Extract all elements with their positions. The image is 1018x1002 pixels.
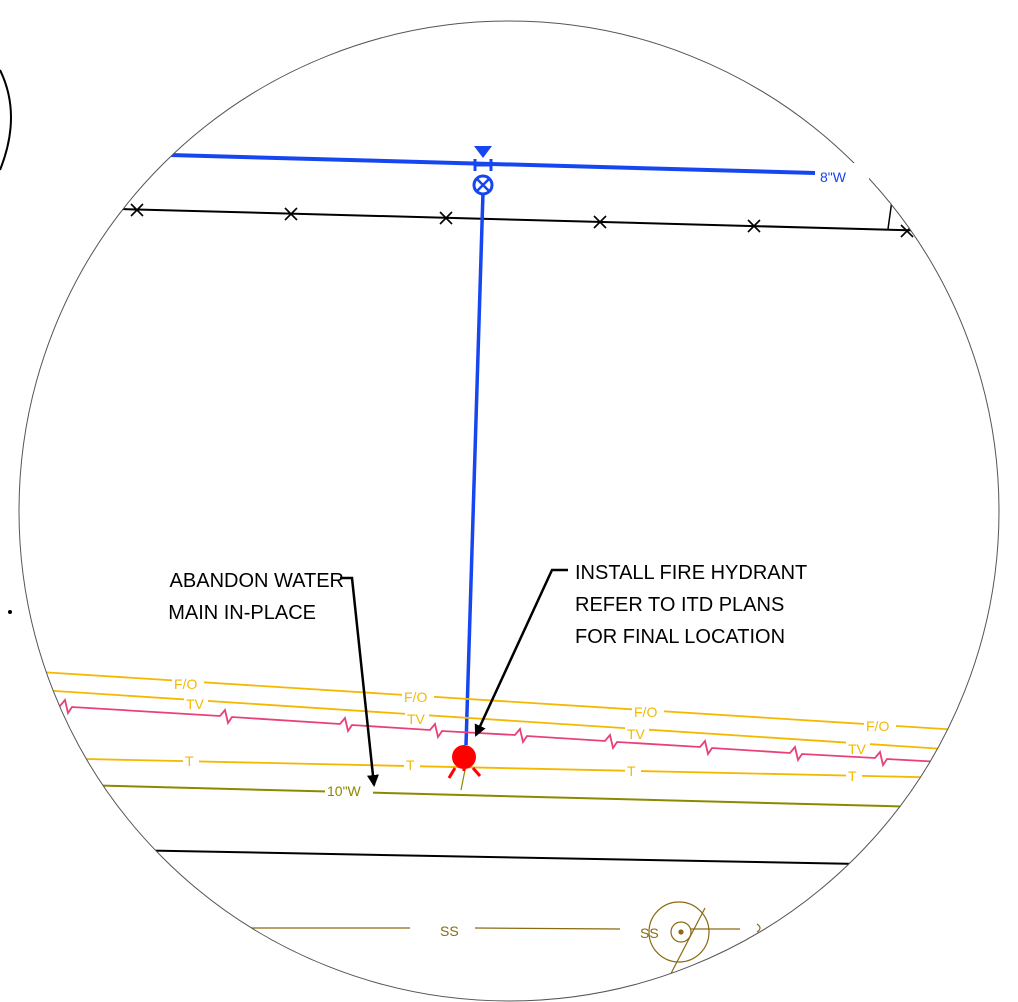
label-10in-water: 10"W bbox=[327, 783, 362, 799]
label-ss-2: SS bbox=[640, 925, 659, 941]
water-main-10in bbox=[39, 783, 961, 809]
note-abandon-water-main: ABANDON WATER MAIN IN-PLACE bbox=[168, 570, 379, 787]
leader-abandon bbox=[340, 576, 379, 787]
leader-hydrant bbox=[474, 568, 568, 737]
note-hydrant-line2: REFER TO ITD PLANS bbox=[575, 594, 784, 616]
label-fo-2: F/O bbox=[404, 689, 427, 705]
cable-tv-line bbox=[39, 689, 961, 751]
label-t-3: T bbox=[627, 763, 636, 779]
label-tv-4: TV bbox=[848, 741, 867, 757]
utility-labels: 8"W F/O F/O F/O F/O TV TV TV TV T T T T … bbox=[172, 163, 896, 941]
label-t-1: T bbox=[185, 753, 194, 769]
label-fo-1: F/O bbox=[174, 676, 197, 692]
tee-valve-icon bbox=[472, 146, 494, 196]
label-t-2: T bbox=[406, 757, 415, 773]
label-fo-4: F/O bbox=[866, 718, 889, 734]
label-fo-3: F/O bbox=[634, 704, 657, 720]
road-edge-line bbox=[119, 849, 861, 865]
fence-angle-mark bbox=[887, 192, 894, 230]
note-install-hydrant: INSTALL FIRE HYDRANT REFER TO ITD PLANS … bbox=[474, 562, 807, 737]
label-tv-1: TV bbox=[186, 696, 205, 712]
note-abandon-line1: ABANDON WATER bbox=[170, 570, 344, 592]
fence-markers bbox=[130, 203, 914, 238]
label-ss-1: SS bbox=[440, 923, 459, 939]
adjacent-detail-edge bbox=[0, 69, 12, 171]
hydrant-lateral bbox=[464, 191, 485, 746]
label-tv-3: TV bbox=[627, 726, 646, 742]
detail-circle bbox=[18, 20, 1000, 1002]
fence-line bbox=[119, 208, 999, 234]
note-abandon-line2: MAIN IN-PLACE bbox=[168, 602, 316, 624]
label-t-4: T bbox=[848, 768, 857, 784]
note-hydrant-line3: FOR FINAL LOCATION bbox=[575, 626, 785, 648]
fire-hydrant-icon bbox=[447, 745, 482, 779]
reference-dot bbox=[8, 610, 12, 614]
note-hydrant-line1: INSTALL FIRE HYDRANT bbox=[575, 562, 807, 584]
telephone-line bbox=[39, 757, 961, 779]
cable-tv-zigzag bbox=[39, 698, 961, 768]
manhole-icon bbox=[648, 901, 710, 986]
detail-content bbox=[39, 146, 999, 986]
label-8in-water: 8"W bbox=[820, 169, 847, 185]
label-tv-2: TV bbox=[407, 711, 426, 727]
